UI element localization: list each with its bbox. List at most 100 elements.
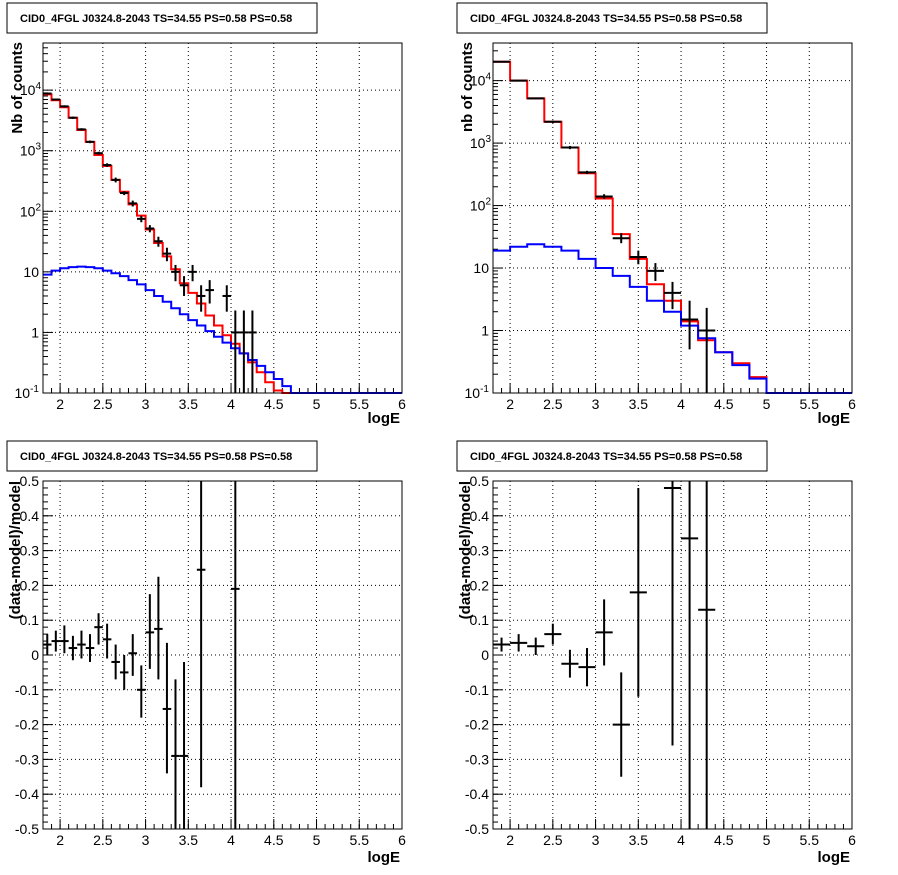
data-point (111, 177, 120, 183)
data-point (68, 116, 78, 119)
panel-counts-right: CID0_4FGL J0324.8-2043 TS=34.55 PS=0.58 … (456, 2, 856, 427)
data-point (162, 247, 172, 262)
x-tick-label: 4.5 (714, 832, 734, 848)
plot-frame-border (492, 480, 853, 830)
data-point (510, 79, 528, 82)
x-tick-label: 3 (592, 396, 600, 412)
data-point (578, 170, 596, 175)
data-point (51, 630, 61, 652)
data-point (43, 92, 52, 95)
data-point (681, 300, 699, 350)
y-tick-label: 0.5 (20, 473, 40, 489)
x-axis-label: logE (818, 849, 851, 866)
x-axis-label: logE (368, 849, 401, 866)
y-axis-label: nb of counts (459, 42, 476, 132)
x-tick-label: 2.5 (543, 396, 563, 412)
x-tick-label: 3.5 (179, 832, 199, 848)
data-point (94, 613, 103, 645)
panel-counts-left: CID0_4FGL J0324.8-2043 TS=34.55 PS=0.58 … (6, 2, 406, 427)
x-tick-label: 6 (848, 396, 856, 412)
data-point (60, 105, 69, 108)
title-box (456, 2, 768, 34)
x-tick-label: 2 (506, 396, 514, 412)
y-tick-label: 0.2 (470, 577, 490, 593)
data-point (162, 642, 172, 774)
x-tick-label: 5 (763, 396, 771, 412)
data-point (154, 576, 163, 680)
data-point (681, 481, 699, 829)
x-tick-label: 5.5 (350, 832, 370, 848)
y-tick-label: 103 (20, 142, 42, 159)
data-point (205, 280, 214, 304)
data-point (128, 200, 138, 207)
y-tick-label: 10-1 (465, 384, 490, 401)
data-point (493, 60, 511, 63)
data-point (60, 625, 69, 654)
chart-title: CID0_4FGL J0324.8-2043 TS=34.55 PS=0.58 … (20, 13, 292, 25)
y-tick-label: -0.4 (15, 786, 39, 802)
x-tick-label: 2 (56, 396, 64, 412)
x-tick-label: 3.5 (179, 396, 199, 412)
plot-frame (492, 42, 853, 394)
y-tick-label: 0 (481, 647, 489, 663)
y-tick-label: 0 (31, 647, 39, 663)
data-point (629, 487, 647, 697)
x-tick-label: 5.5 (350, 396, 370, 412)
data-point (629, 250, 647, 265)
y-tick-label: 104 (20, 81, 42, 98)
y-axis-label: (data-model)/model (457, 481, 474, 619)
chart-title: CID0_4FGL J0324.8-2043 TS=34.55 PS=0.58 … (470, 451, 742, 463)
y-tick-label: 0.3 (470, 543, 490, 559)
data-point (171, 264, 180, 282)
x-tick-label: 4.5 (264, 396, 284, 412)
y-tick-label: 0.5 (470, 473, 490, 489)
x-tick-label: 2 (506, 832, 514, 848)
x-tick-label: 3 (592, 832, 600, 848)
data-point (94, 151, 103, 155)
data-point (179, 661, 189, 829)
y-axis-label: (data-model)/model (7, 481, 24, 619)
data-point (612, 672, 630, 777)
y-tick-label: 0.4 (470, 508, 490, 524)
y-tick-label: -0.2 (465, 717, 489, 733)
data-point (612, 233, 630, 244)
data-point (179, 276, 189, 296)
x-tick-label: 2.5 (93, 396, 113, 412)
x-tick-label: 4.5 (264, 832, 284, 848)
y-tick-label: -0.1 (15, 682, 39, 698)
y-tick-label: 103 (470, 134, 492, 151)
data-point (646, 263, 664, 282)
x-tick-label: 3.5 (629, 396, 649, 412)
y-tick-label: 0.2 (20, 577, 40, 593)
data-point (493, 637, 511, 652)
data-point (527, 637, 545, 655)
x-tick-label: 6 (398, 396, 406, 412)
x-axis-label: logE (818, 410, 851, 427)
x-tick-label: 5 (763, 832, 771, 848)
x-tick-label: 4 (677, 396, 685, 412)
y-tick-label: -0.3 (465, 751, 489, 767)
y-tick-label: 104 (470, 72, 492, 89)
data-point (43, 634, 52, 655)
x-tick-label: 2.5 (93, 832, 113, 848)
data-point (231, 481, 240, 829)
data-point (578, 648, 596, 687)
source-model-histogram (493, 243, 852, 394)
y-tick-label: -0.5 (465, 821, 489, 837)
data-point (231, 310, 240, 393)
x-tick-label: 5.5 (800, 832, 820, 848)
x-tick-label: 6 (848, 832, 856, 848)
y-tick-label: 10-1 (15, 384, 40, 401)
data-point (137, 215, 146, 223)
data-point (663, 281, 682, 310)
data-point (85, 140, 95, 144)
panel-residuals-right: CID0_4FGL J0324.8-2043 TS=34.55 PS=0.58 … (456, 440, 856, 866)
x-tick-label: 3.5 (629, 832, 649, 848)
data-point (85, 634, 95, 662)
data-point (77, 128, 86, 131)
y-tick-label: 0.4 (20, 508, 40, 524)
plot-frame (42, 480, 403, 830)
chart-title: CID0_4FGL J0324.8-2043 TS=34.55 PS=0.58 … (20, 451, 292, 463)
chart-title: CID0_4FGL J0324.8-2043 TS=34.55 PS=0.58 … (470, 13, 742, 25)
